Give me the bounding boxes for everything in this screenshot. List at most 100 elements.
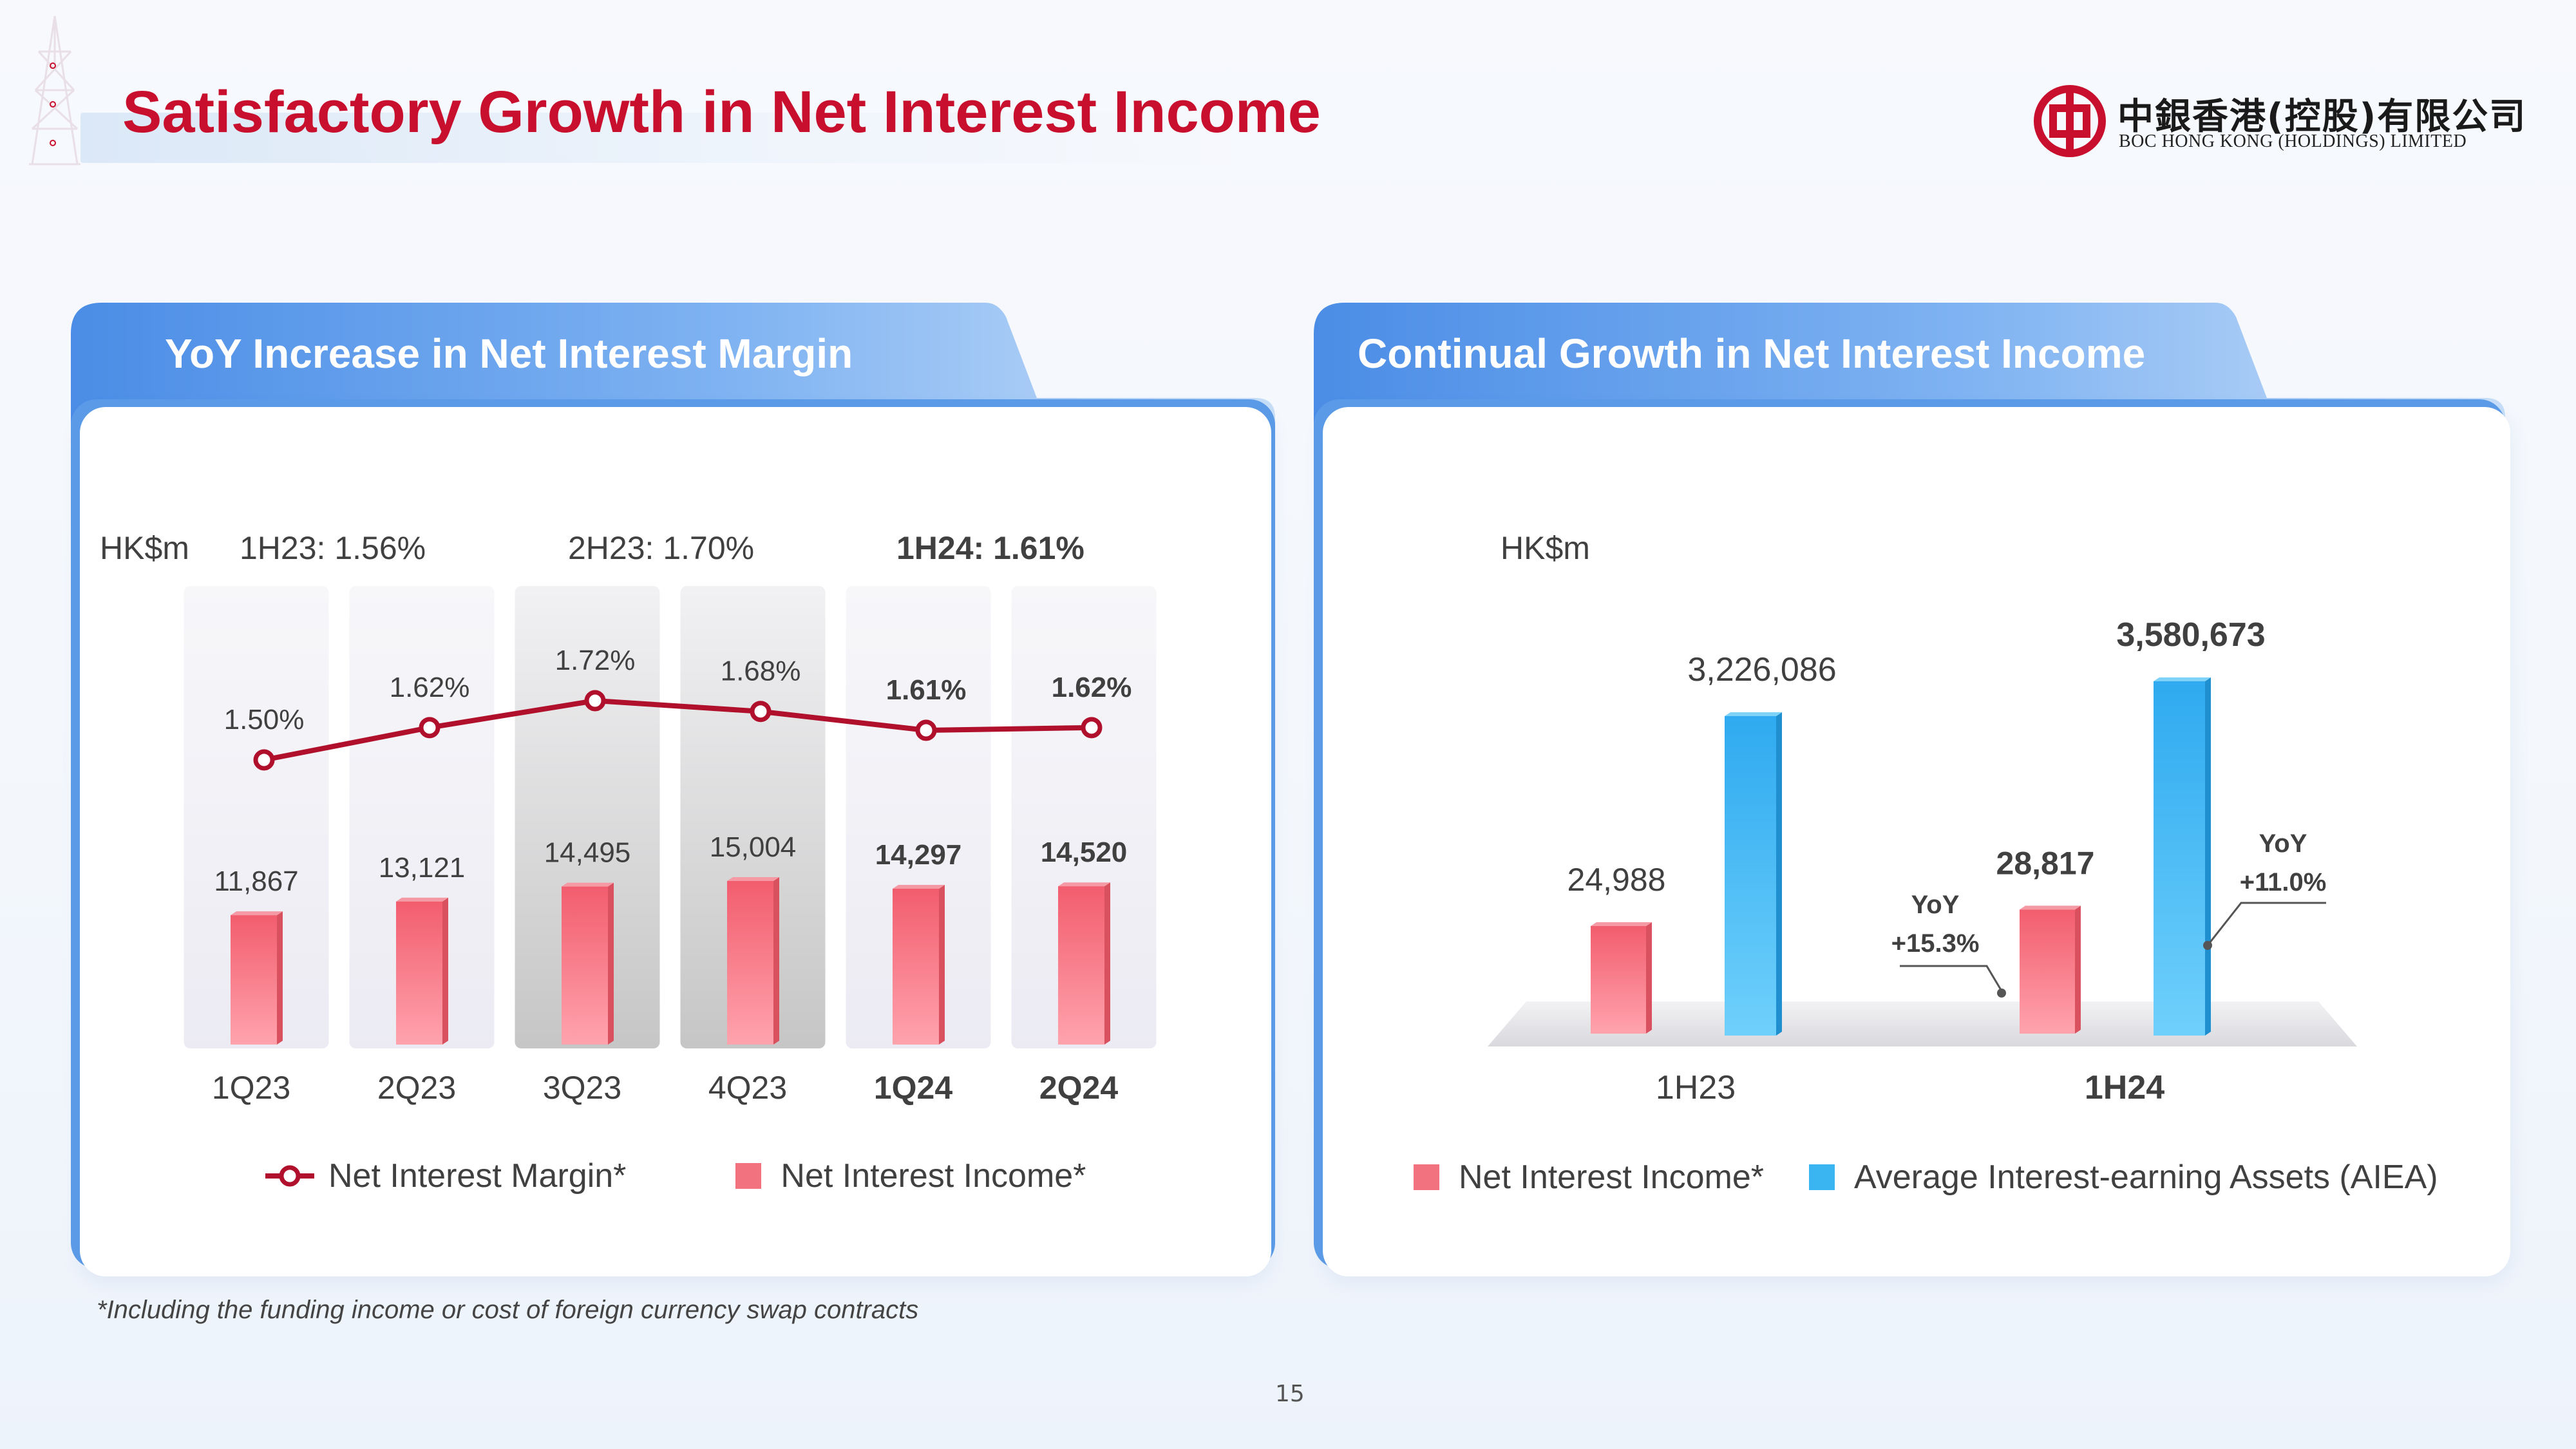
left-panel-title: YoY Increase in Net Interest Margin [165, 330, 853, 377]
tower-decoration-icon [29, 15, 80, 166]
nii-bar-1Q24-top [893, 884, 945, 889]
aiea-bar-1H24 [2154, 681, 2205, 1036]
aiea-label-1H23: 3,226,086 [1687, 651, 1836, 688]
nim-point-3Q23 [584, 690, 606, 712]
title-underlay [80, 113, 1253, 163]
nim-label-1Q24: 1.61% [886, 674, 967, 706]
x-tick-1H23: 1H23 [1656, 1069, 1736, 1106]
nim-legend-label: Net Interest Margin* [328, 1157, 627, 1195]
nii-legend-swatch-right [1414, 1164, 1439, 1190]
nii-label-1Q24: 14,297 [875, 839, 962, 871]
bar-floor [1488, 1001, 2357, 1046]
nii-bar-3Q23-side [608, 882, 614, 1045]
nii-legend-label: Net Interest Income* [781, 1157, 1086, 1195]
nii-bar-1H24-side [2075, 905, 2081, 1034]
nii-bar-4Q23 [727, 881, 773, 1045]
right-panel-body [1323, 407, 2510, 1276]
nii-bar-2Q24-top [1058, 882, 1110, 887]
aiea-label-1H24: 3,580,673 [2116, 616, 2265, 654]
page-title: Satisfactory Growth in Net Interest Inco… [122, 79, 1321, 145]
nii-label-1H24: 28,817 [1996, 845, 2095, 881]
nii-bar-2Q23-side [442, 897, 448, 1045]
nii-bar-1H23-top [1591, 922, 1652, 926]
nii-label-1H23: 24,988 [1567, 862, 1666, 898]
nii-bar-4Q23-top [727, 877, 779, 881]
column-background-4Q23 [680, 586, 826, 1048]
aiea-bar-1H23-side [1776, 712, 1782, 1036]
aiea-bar-1H23-top [1725, 712, 1782, 716]
nii-legend-swatch [735, 1163, 762, 1189]
yoy-nii-label: YoY [1911, 891, 1960, 919]
left-legend: Net Interest Margin* Net Interest Income… [264, 1157, 1086, 1195]
logo-name-chinese: 中銀香港(控股)有限公司 [2117, 96, 2527, 138]
x-tick-1Q24: 1Q24 [874, 1070, 953, 1106]
nii-bar-1H23 [1591, 926, 1646, 1034]
aiea-bar-1H23 [1725, 716, 1776, 1036]
nim-label-4Q23: 1.68% [721, 656, 801, 687]
aiea-bar-1H24-top [2154, 677, 2211, 681]
left-panel-header [71, 303, 1275, 430]
logo-name-english: BOC HONG KONG (HOLDINGS) LIMITED [2119, 131, 2467, 151]
x-tick-2Q24: 2Q24 [1039, 1070, 1119, 1106]
nii-bar-4Q23-side [773, 877, 779, 1045]
nim-legend-icon [265, 1165, 314, 1187]
nii-bar-1H23-side [1646, 922, 1652, 1034]
boc-logo-icon [2034, 85, 2106, 157]
yoy-aiea-label: YoY [2259, 829, 2307, 858]
column-background-2Q23 [349, 586, 495, 1048]
yoy-nii-callout: YoY +15.3% [1887, 886, 1984, 963]
nii-bar-1H24 [2020, 909, 2075, 1034]
nii-bar-3Q23-top [562, 882, 614, 887]
nim-point-2Q23 [419, 717, 440, 739]
period-margin-1h23: 1H23: 1.56% [240, 530, 426, 566]
nii-bar-2Q23 [396, 901, 442, 1045]
nii-bar-1Q24 [893, 888, 939, 1045]
yoy-nii-value: +15.3% [1891, 929, 1980, 958]
column-background-1Q24 [846, 586, 991, 1048]
nii-bar-2Q24 [1058, 886, 1104, 1045]
nii-label-1Q23: 11,867 [214, 866, 298, 897]
nii-bar-1Q23 [231, 915, 277, 1045]
nim-point-1Q24 [915, 719, 937, 741]
aiea-bar-1H24-side [2205, 677, 2211, 1036]
nii-label-2Q23: 13,121 [379, 852, 466, 884]
nim-label-2Q23: 1.62% [390, 672, 470, 703]
page-number: 15 [1275, 1381, 1305, 1407]
nii-bar-1H24-top [2020, 905, 2081, 910]
nii-label-3Q23: 14,495 [544, 837, 631, 869]
column-background-1Q23 [184, 586, 329, 1048]
yoy-aiea-callout: YoY +11.0% [2235, 824, 2331, 902]
nii-bar-1Q23-side [277, 911, 283, 1045]
column-background-2Q24 [1011, 586, 1157, 1048]
nii-bar-3Q23 [562, 886, 608, 1045]
nii-bar-2Q23-top [396, 897, 448, 902]
period-margin-1h24: 1H24: 1.61% [896, 530, 1084, 566]
nii-label-2Q24: 14,520 [1041, 837, 1128, 868]
nim-label-3Q23: 1.72% [555, 645, 636, 676]
footnote: *Including the funding income or cost of… [97, 1296, 919, 1324]
nii-bar-1Q23-top [231, 911, 283, 916]
yoy-aiea-value: +11.0% [2239, 868, 2327, 896]
nii-aiea-halfyear-chart: 24,988 3,226,086 1H23 28,817 3,580,673 1H24 [1488, 616, 2357, 1106]
right-unit-label: HK$m [1501, 530, 1590, 566]
nim-point-1Q23 [253, 749, 275, 771]
nim-line [263, 697, 1092, 762]
nii-legend-label-right: Net Interest Income* [1459, 1159, 1764, 1196]
left-unit-label: HK$m [100, 530, 189, 566]
period-margin-2h23: 2H23: 1.70% [568, 530, 755, 566]
x-tick-1Q23: 1Q23 [212, 1070, 290, 1106]
nim-label-2Q24: 1.62% [1052, 672, 1132, 703]
right-panel-header [1314, 303, 2505, 430]
nim-nii-quarterly-chart: 11,867 1Q23 13,121 2Q23 14,495 3Q23 15,004 4Q23… [184, 586, 1157, 1106]
nii-bar-1Q24-side [939, 884, 945, 1045]
x-tick-4Q23: 4Q23 [708, 1070, 787, 1106]
aiea-legend-label: Average Interest-earning Assets (AIEA) [1854, 1159, 2438, 1196]
x-tick-3Q23: 3Q23 [543, 1070, 621, 1106]
x-tick-2Q23: 2Q23 [377, 1070, 456, 1106]
nii-bar-2Q24-side [1104, 882, 1110, 1045]
aiea-legend-swatch [1809, 1164, 1835, 1190]
x-tick-1H24: 1H24 [2085, 1069, 2164, 1106]
nim-label-1Q23: 1.50% [224, 704, 305, 735]
right-legend: Net Interest Income* Average Interest-ea… [1414, 1158, 2438, 1197]
